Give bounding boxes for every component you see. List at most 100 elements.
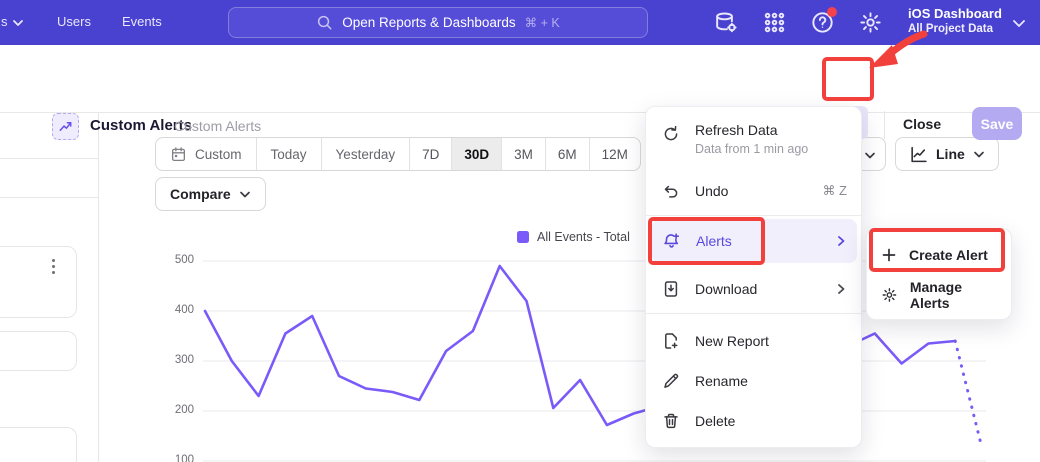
top-nav-bar: s Users Events Open Reports & Dashboards… xyxy=(0,0,1040,45)
undo-icon xyxy=(662,182,680,200)
search-icon xyxy=(316,14,333,31)
chevron-right-icon xyxy=(835,235,847,247)
range-12m[interactable]: 12M xyxy=(589,138,640,170)
download-icon xyxy=(662,280,680,298)
search-shortcut: ⌘ + K xyxy=(525,15,560,30)
range-6m[interactable]: 6M xyxy=(545,138,589,170)
range-label: 6M xyxy=(558,147,577,162)
menu-item-label: Delete xyxy=(695,413,735,429)
sidebar-separator xyxy=(0,158,98,159)
range-3m[interactable]: 3M xyxy=(501,138,545,170)
legend-swatch xyxy=(517,231,529,243)
menu-item-alerts[interactable]: Alerts xyxy=(652,219,857,263)
range-label: Today xyxy=(271,147,307,162)
save-button[interactable]: Save xyxy=(972,107,1022,140)
range-label: 7D xyxy=(422,147,439,162)
menu-item-label: Download xyxy=(695,281,820,297)
y-tick-label: 500 xyxy=(160,254,194,266)
menu-item-new-report[interactable]: New Report xyxy=(646,321,863,361)
chevron-down-icon xyxy=(864,151,876,160)
apps-grid-icon[interactable] xyxy=(762,10,787,35)
gear-icon xyxy=(881,286,898,304)
data-management-icon[interactable] xyxy=(713,10,738,35)
search-input[interactable]: Open Reports & Dashboards ⌘ + K xyxy=(228,7,648,38)
sidebar-card[interactable] xyxy=(0,331,77,371)
range-label: 3M xyxy=(514,147,533,162)
submenu-item-manage-alerts[interactable]: Manage Alerts xyxy=(867,275,1013,315)
breadcrumb[interactable]: Custom Alerts xyxy=(174,118,261,134)
nav-item-events[interactable]: Events xyxy=(122,14,162,29)
menu-item-label: Undo xyxy=(695,183,807,199)
range-label: 30D xyxy=(464,147,489,162)
menu-item-label: New Report xyxy=(695,333,769,349)
kebab-menu-icon[interactable] xyxy=(52,259,55,274)
menu-item-delete[interactable]: Delete xyxy=(646,401,863,441)
report-header: Custom Alerts Custom Alerts GV Duplicate… xyxy=(0,45,1040,112)
range-label: 12M xyxy=(602,147,628,162)
nav-item-users[interactable]: Users xyxy=(57,14,91,29)
chevron-right-icon xyxy=(835,283,847,295)
chart-type-label: Line xyxy=(936,146,965,162)
range-label: Yesterday xyxy=(336,147,396,162)
y-tick-label: 100 xyxy=(160,454,194,462)
report-chart-icon xyxy=(52,113,79,140)
range-today[interactable]: Today xyxy=(256,138,321,170)
notification-dot xyxy=(827,7,837,17)
sidebar-card[interactable] xyxy=(0,246,77,318)
close-button[interactable]: Close xyxy=(903,116,941,132)
submenu-item-label: Manage Alerts xyxy=(910,279,999,311)
alert-bell-plus-icon xyxy=(662,232,681,251)
y-tick-label: 300 xyxy=(160,354,194,366)
chevron-down-icon xyxy=(973,150,985,159)
range-30d-selected[interactable]: 30D xyxy=(451,138,501,170)
legend-label: All Events - Total xyxy=(537,230,630,244)
chevron-down-icon xyxy=(1012,18,1026,29)
app-canvas: 500 400 300 200 100 All Events - Total s Use… xyxy=(0,0,1040,462)
delete-trash-icon xyxy=(662,412,680,430)
submenu-item-label: Create Alert xyxy=(909,247,988,263)
date-range-selector: Custom Today Yesterday 7D 30D 3M 6M 12M xyxy=(155,137,641,171)
project-title: iOS Dashboard xyxy=(908,6,1002,21)
range-yesterday[interactable]: Yesterday xyxy=(321,138,410,170)
menu-divider xyxy=(646,313,863,314)
menu-item-refresh-data[interactable]: Refresh Data Data from 1 min ago xyxy=(646,115,863,165)
menu-shortcut: ⌘ Z xyxy=(822,183,847,199)
sidebar-divider xyxy=(98,112,99,462)
range-7d[interactable]: 7D xyxy=(409,138,451,170)
chevron-down-icon xyxy=(12,18,24,28)
nav-item-partial[interactable]: s xyxy=(1,14,8,29)
menu-divider xyxy=(646,215,863,216)
range-label: Custom xyxy=(195,147,242,162)
calendar-icon xyxy=(170,146,187,163)
chart-legend: All Events - Total xyxy=(517,230,630,244)
chevron-down-icon xyxy=(239,190,251,199)
refresh-icon xyxy=(662,125,680,143)
header-divider xyxy=(884,111,885,139)
menu-item-label: Alerts xyxy=(696,233,820,249)
compare-label: Compare xyxy=(170,186,231,202)
range-custom[interactable]: Custom xyxy=(156,138,256,170)
y-tick-label: 400 xyxy=(160,304,194,316)
plus-icon xyxy=(881,247,897,263)
submenu-item-create-alert[interactable]: Create Alert xyxy=(867,235,1013,275)
y-tick-label: 200 xyxy=(160,404,194,416)
project-selector[interactable]: iOS Dashboard All Project Data xyxy=(908,6,1002,35)
alerts-submenu: Create Alert Manage Alerts xyxy=(866,228,1012,320)
help-icon[interactable] xyxy=(810,10,835,35)
search-placeholder: Open Reports & Dashboards xyxy=(342,15,515,30)
settings-gear-icon[interactable] xyxy=(858,10,883,35)
sidebar-separator xyxy=(0,197,98,198)
new-report-icon xyxy=(662,332,680,350)
compare-button[interactable]: Compare xyxy=(155,177,266,211)
menu-item-sublabel: Data from 1 min ago xyxy=(695,142,808,156)
menu-item-rename[interactable]: Rename xyxy=(646,361,863,401)
sidebar-card[interactable] xyxy=(0,427,77,462)
context-menu: Refresh Data Data from 1 min ago Undo ⌘ … xyxy=(645,106,862,448)
menu-item-label: Rename xyxy=(695,373,748,389)
chart-type-button[interactable]: Line xyxy=(895,137,999,171)
rename-pencil-icon xyxy=(662,372,680,390)
menu-item-undo[interactable]: Undo ⌘ Z xyxy=(646,171,863,211)
menu-item-label: Refresh Data xyxy=(695,122,808,138)
menu-item-download[interactable]: Download xyxy=(646,269,863,309)
line-chart-icon xyxy=(909,145,928,164)
